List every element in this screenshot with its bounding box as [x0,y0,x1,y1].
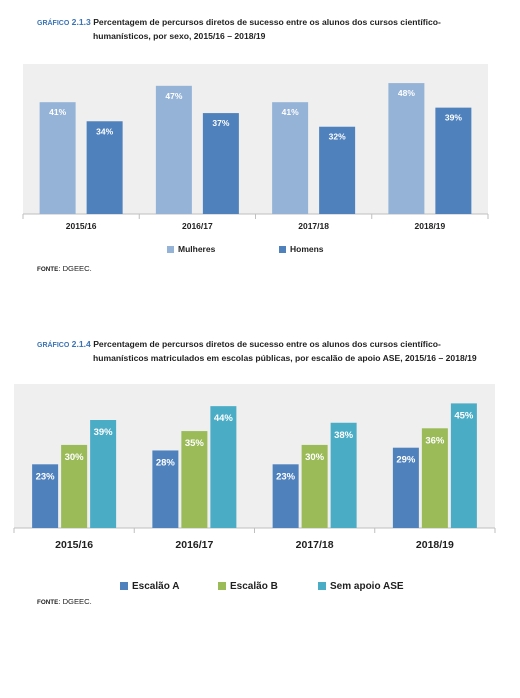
bar [330,422,357,528]
source-note: FONTE: DGEEC. [37,597,92,606]
chart-by-sex: 41% 34% 2015/16 47% 37% 2016/17 41% 32% 2017/18 4… [22,64,489,254]
caption-line-2: humanísticos, por sexo, 2015/16 – 2018/1… [93,31,266,41]
data-label: 38% [334,430,354,441]
legend-swatch [218,582,226,590]
source-note: FONTE: DGEEC. [37,264,92,273]
data-label: 39% [445,113,462,123]
bar [61,444,88,528]
x-tick-label: 2017/18 [298,221,329,231]
bar [152,450,179,528]
data-label: 44% [214,413,234,424]
legend-swatch [120,582,128,590]
legend: Escalão A Escalão B Sem apoio ASE [120,581,404,592]
bar [202,113,239,214]
bar [155,85,192,215]
bar [421,428,448,528]
caption-line-1: Percentagem de percursos diretos de suce… [93,17,441,27]
source-label: FONTE [37,599,59,606]
legend: Mulheres Homens [167,244,324,254]
x-tick-label: 2018/19 [415,221,446,231]
x-tick-label: 2018/19 [416,539,454,551]
legend-item: Escalão A [120,581,179,592]
x-tick-label: 2016/17 [182,221,213,231]
x-tick-label: 2015/16 [66,221,97,231]
legend-label: Homens [290,244,324,254]
x-tick-label: 2015/16 [55,539,93,551]
data-label: 32% [329,132,346,142]
data-label: 37% [212,118,229,128]
data-label: 30% [305,452,325,463]
data-label: 29% [396,455,416,466]
source-label: FONTE [37,266,59,273]
bar [435,107,472,214]
caption-label-text: GRÁFICO [37,20,70,27]
legend-item: Mulheres [167,244,216,254]
caption-line-2: humanísticos matriculados em escolas púb… [93,353,477,363]
data-label: 30% [65,452,85,463]
bar [319,126,356,214]
bar [86,121,123,214]
bar [450,403,477,528]
data-label: 35% [185,438,205,449]
legend-label: Sem apoio ASE [330,581,404,592]
bar [392,447,419,528]
data-label: 41% [282,107,299,117]
data-label: 41% [49,107,66,117]
chart-caption: GRÁFICO 2.1.4 Percentagem de percursos d… [37,338,507,365]
bar [388,83,425,214]
data-label: 47% [165,91,182,101]
caption-label: GRÁFICO 2.1.4 [37,339,91,349]
data-label: 36% [425,435,445,446]
data-label: 39% [94,427,114,438]
legend-label: Escalão A [132,581,179,592]
bar [210,406,237,528]
legend-swatch [167,246,174,253]
bar [272,464,299,528]
caption-number: 2.1.4 [71,339,91,349]
legend-swatch [318,582,326,590]
x-tick-label: 2016/17 [175,539,213,551]
chart-by-ase: 23% 30% 39% 2015/16 28% 35% 44% 2016/17 23% 30% 38… [13,384,496,592]
data-label: 23% [276,471,296,482]
caption-label: GRÁFICO 2.1.3 [37,17,91,27]
legend-item: Escalão B [218,581,278,592]
legend-label: Mulheres [178,244,216,254]
data-label: 48% [398,88,415,98]
bar [301,444,328,528]
bar [181,431,208,528]
chart-caption: GRÁFICO 2.1.3 Percentagem de percursos d… [37,16,477,43]
caption-line-1: Percentagem de percursos diretos de suce… [93,339,441,349]
caption-label-text: GRÁFICO [37,342,70,349]
legend-swatch [279,246,286,253]
legend-item: Homens [279,244,324,254]
caption-number: 2.1.3 [71,17,91,27]
x-tick-label: 2017/18 [296,539,334,551]
bar [272,102,309,214]
data-label: 45% [454,410,474,421]
data-label: 28% [156,457,176,468]
legend-label: Escalão B [230,581,278,592]
bar [90,420,117,528]
legend-item: Sem apoio ASE [318,581,404,592]
data-label: 23% [36,471,56,482]
bar [32,464,59,528]
bar [39,102,76,214]
data-label: 34% [96,126,113,136]
source-text: : DGEEC. [58,264,92,273]
source-text: : DGEEC. [58,597,92,606]
